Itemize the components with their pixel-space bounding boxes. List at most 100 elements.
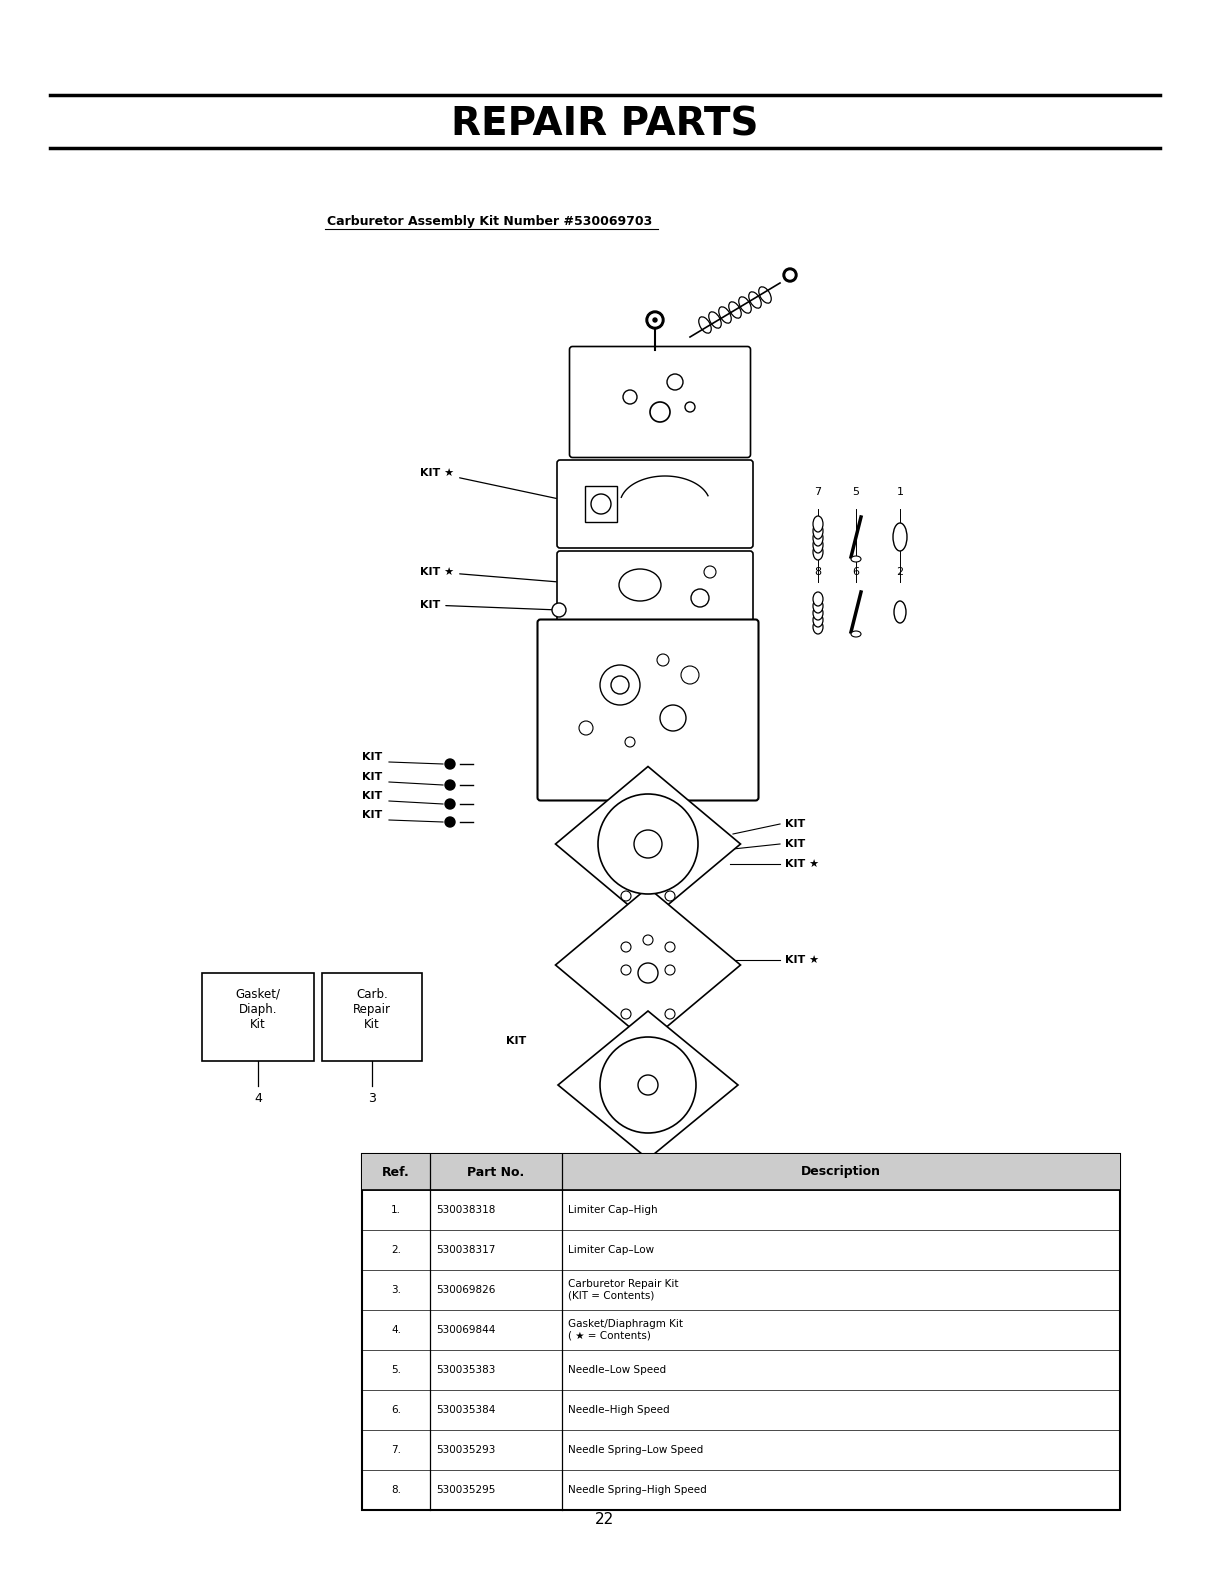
Text: Part No.: Part No. (467, 1165, 525, 1179)
Ellipse shape (813, 605, 823, 619)
Text: KIT: KIT (506, 1036, 526, 1045)
Text: Carburetor Assembly Kit Number #530069703: Carburetor Assembly Kit Number #53006970… (328, 215, 652, 228)
Ellipse shape (698, 318, 711, 333)
Text: Needle Spring–Low Speed: Needle Spring–Low Speed (567, 1445, 703, 1456)
FancyBboxPatch shape (537, 619, 759, 800)
Circle shape (626, 737, 635, 747)
Circle shape (621, 1009, 630, 1019)
Circle shape (649, 314, 661, 325)
Text: 3: 3 (368, 1093, 376, 1105)
Circle shape (650, 402, 670, 421)
Circle shape (638, 1075, 658, 1096)
Text: REPAIR PARTS: REPAIR PARTS (451, 105, 759, 145)
Text: 4: 4 (254, 1093, 261, 1105)
Ellipse shape (749, 292, 761, 308)
Text: 530069826: 530069826 (436, 1284, 495, 1295)
Bar (362, 1154, 1120, 1511)
Text: 2.: 2. (391, 1245, 401, 1254)
Circle shape (445, 799, 455, 810)
Ellipse shape (851, 556, 862, 563)
Text: Limiter Cap–High: Limiter Cap–High (567, 1206, 657, 1215)
Text: Needle Spring–High Speed: Needle Spring–High Speed (567, 1486, 707, 1495)
Text: KIT ★: KIT ★ (785, 858, 819, 869)
Circle shape (600, 1038, 696, 1133)
Circle shape (653, 318, 657, 322)
Bar (202, 973, 315, 1061)
Circle shape (623, 390, 636, 404)
Text: 22: 22 (595, 1512, 615, 1528)
Text: Needle–Low Speed: Needle–Low Speed (567, 1364, 667, 1376)
Text: 8: 8 (814, 567, 822, 577)
Ellipse shape (813, 544, 823, 560)
FancyBboxPatch shape (557, 552, 753, 629)
Circle shape (681, 667, 699, 684)
Circle shape (621, 942, 630, 953)
Text: 530035293: 530035293 (436, 1445, 495, 1456)
Circle shape (666, 965, 675, 975)
Bar (322, 973, 422, 1061)
Ellipse shape (813, 613, 823, 627)
Text: Limiter Cap–Low: Limiter Cap–Low (567, 1245, 655, 1254)
Circle shape (445, 759, 455, 769)
Ellipse shape (813, 593, 823, 605)
Circle shape (691, 590, 709, 607)
Bar (584, 486, 617, 522)
Circle shape (598, 794, 698, 894)
Circle shape (552, 604, 566, 616)
Text: Gasket/
Diaph.
Kit: Gasket/ Diaph. Kit (236, 987, 281, 1031)
Text: Description: Description (801, 1165, 881, 1179)
Text: KIT ★: KIT ★ (420, 567, 557, 582)
Circle shape (590, 494, 611, 514)
Text: KIT: KIT (420, 601, 557, 610)
Text: 7: 7 (814, 487, 822, 497)
Ellipse shape (739, 297, 751, 313)
Text: Carburetor Repair Kit
(KIT = Contents): Carburetor Repair Kit (KIT = Contents) (567, 1280, 679, 1300)
Ellipse shape (813, 619, 823, 634)
Circle shape (580, 722, 593, 736)
Text: KIT ★: KIT ★ (420, 468, 557, 498)
Ellipse shape (813, 599, 823, 613)
Bar (362, 1154, 1120, 1190)
Circle shape (667, 374, 682, 390)
Circle shape (643, 970, 653, 979)
Text: 530038317: 530038317 (436, 1245, 495, 1254)
Polygon shape (555, 888, 741, 1042)
Text: Needle–High Speed: Needle–High Speed (567, 1405, 669, 1415)
Text: Gasket/Diaphragm Kit
( ★ = Contents): Gasket/Diaphragm Kit ( ★ = Contents) (567, 1319, 682, 1341)
Circle shape (657, 654, 669, 667)
Ellipse shape (719, 307, 731, 324)
Text: 5.: 5. (391, 1364, 401, 1376)
Text: 530038318: 530038318 (436, 1206, 495, 1215)
Text: KIT: KIT (785, 819, 805, 828)
Text: KIT: KIT (362, 810, 382, 821)
Circle shape (704, 566, 716, 578)
Text: 530035295: 530035295 (436, 1486, 495, 1495)
Text: 530035384: 530035384 (436, 1405, 495, 1415)
Circle shape (666, 1009, 675, 1019)
Circle shape (659, 704, 686, 731)
Circle shape (634, 830, 662, 858)
Text: Carb.
Repair
Kit: Carb. Repair Kit (353, 987, 391, 1031)
Circle shape (445, 780, 455, 791)
Text: KIT ★: KIT ★ (785, 956, 819, 965)
Text: 5: 5 (853, 487, 859, 497)
Circle shape (646, 311, 664, 329)
Text: KIT: KIT (362, 772, 382, 781)
Circle shape (786, 270, 794, 278)
Circle shape (666, 942, 675, 953)
Ellipse shape (620, 569, 661, 601)
Text: 530035383: 530035383 (436, 1364, 495, 1376)
Circle shape (600, 665, 640, 704)
Text: 3.: 3. (391, 1284, 401, 1295)
Circle shape (621, 891, 630, 901)
Ellipse shape (893, 523, 908, 552)
Circle shape (685, 402, 695, 412)
Circle shape (611, 676, 629, 693)
Text: 7.: 7. (391, 1445, 401, 1456)
Text: 1.: 1. (391, 1206, 401, 1215)
Polygon shape (558, 1011, 738, 1159)
Ellipse shape (813, 538, 823, 553)
Circle shape (638, 964, 658, 982)
Text: 6: 6 (853, 567, 859, 577)
Text: Ref.: Ref. (382, 1165, 410, 1179)
